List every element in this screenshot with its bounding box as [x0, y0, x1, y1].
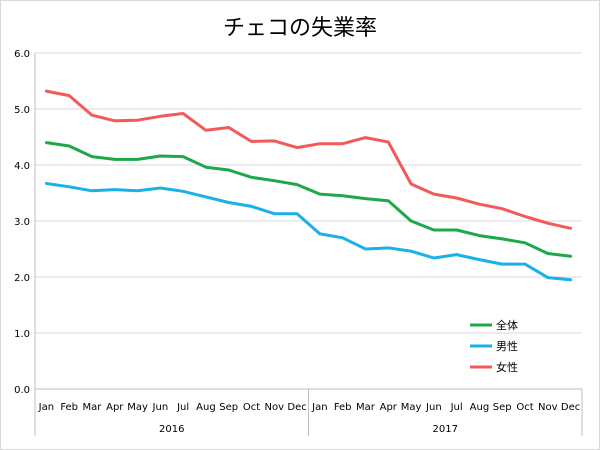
x-tick-label: Nov	[538, 402, 558, 413]
x-tick-label: Feb	[60, 402, 78, 413]
x-tick-label: Jun	[152, 402, 169, 413]
x-tick-label: Jul	[450, 402, 463, 413]
x-tick-label: Sep	[493, 402, 512, 413]
y-tick-label: 0.0	[14, 385, 30, 396]
series-line	[44, 182, 573, 282]
x-tick-label: Jan	[311, 402, 327, 413]
x-tick-label: Aug	[196, 402, 216, 413]
x-tick-label: Dec	[287, 402, 306, 413]
x-tick-label: Oct	[243, 402, 260, 413]
x-tick-label: Jan	[38, 402, 54, 413]
x-tick-label: Jul	[176, 402, 189, 413]
series-line	[44, 141, 573, 258]
x-tick-label: May	[401, 402, 422, 413]
x-tick-label: Sep	[219, 402, 238, 413]
x-tick-label: May	[127, 402, 148, 413]
y-tick-label: 4.0	[14, 161, 30, 172]
legend-label: 男性	[496, 339, 518, 353]
x-tick-label: Feb	[334, 402, 352, 413]
x-tick-label: Oct	[516, 402, 533, 413]
x-tick-label: Mar	[356, 402, 376, 413]
x-tick-label: Mar	[83, 402, 103, 413]
series-line	[44, 89, 573, 230]
chart-title: チェコの失業率	[222, 16, 377, 41]
y-tick-label: 6.0	[14, 49, 30, 60]
y-tick-label: 2.0	[14, 273, 30, 284]
x-tick-label: Apr	[106, 402, 124, 413]
x-group-label: 2016	[159, 424, 184, 435]
x-tick-label: Nov	[265, 402, 285, 413]
x-group-label: 2017	[433, 424, 458, 435]
y-tick-label: 1.0	[14, 329, 30, 340]
x-tick-label: Aug	[470, 402, 490, 413]
x-tick-label: Apr	[380, 402, 398, 413]
y-tick-label: 5.0	[14, 105, 30, 116]
x-tick-label: Jun	[425, 402, 442, 413]
legend-label: 女性	[496, 360, 518, 374]
x-tick-label: Dec	[561, 402, 580, 413]
legend-label: 全体	[496, 318, 518, 332]
y-tick-label: 3.0	[14, 217, 30, 228]
